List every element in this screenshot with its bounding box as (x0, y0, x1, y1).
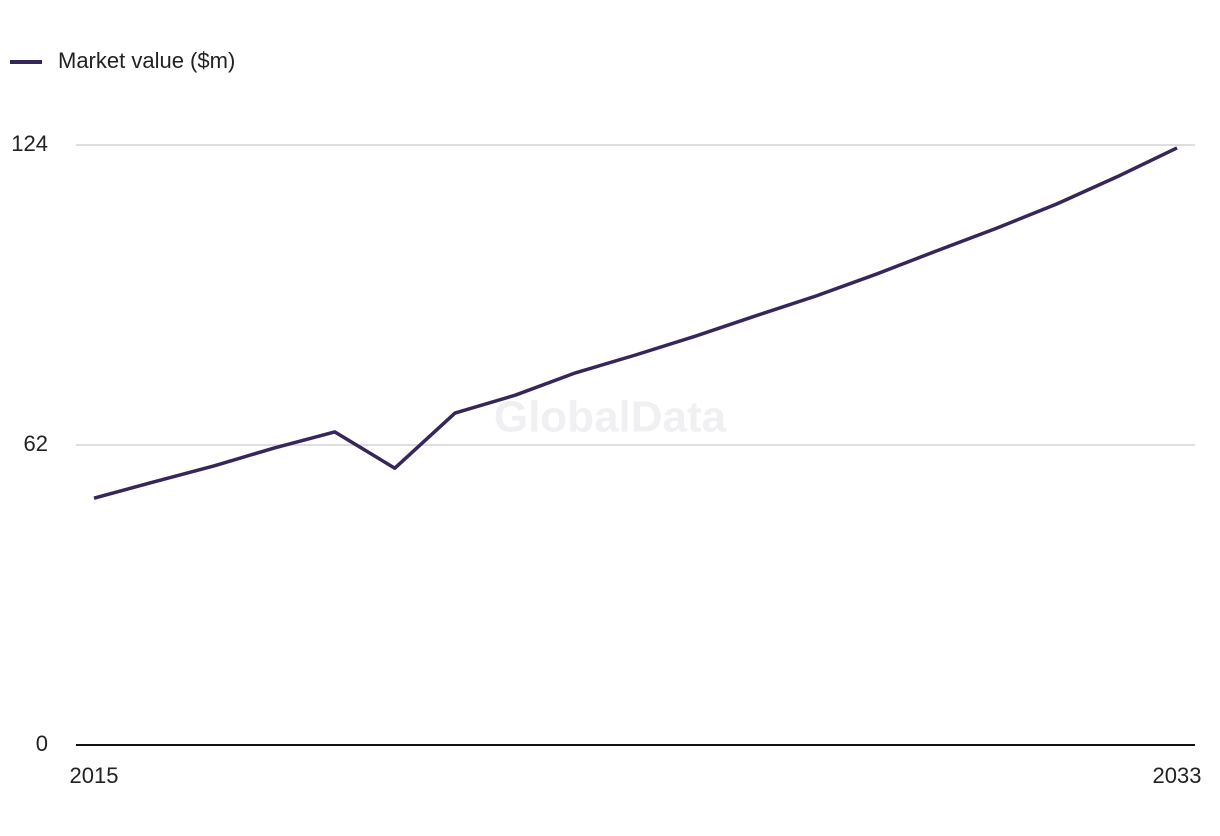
legend-label: Market value ($m) (58, 48, 235, 73)
y-tick-label: 0 (36, 731, 48, 756)
y-tick-label: 124 (11, 131, 48, 156)
watermark: GlobalData (494, 393, 727, 442)
x-tick-label: 2015 (70, 763, 119, 788)
line-series (93, 146, 1178, 500)
x-tick-label: 2033 (1153, 763, 1202, 788)
y-tick-label: 62 (24, 431, 48, 456)
